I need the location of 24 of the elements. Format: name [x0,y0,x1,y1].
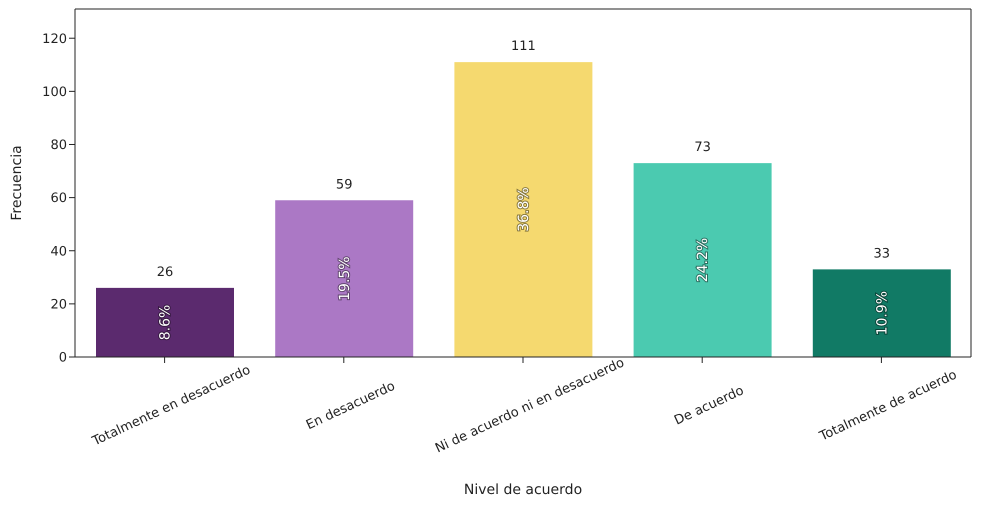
y-tick-label: 80 [50,138,67,154]
annotation: 19.5% [336,256,353,301]
x-axis-title: Nivel de acuerdo [464,482,582,498]
y-tick-label: 100 [42,84,67,100]
bar [454,62,592,357]
annotation: 24.2% [695,238,712,282]
data-label: 111 [510,39,536,54]
y-tick-label: 20 [50,297,67,312]
y-tick-label: 0 [58,350,67,366]
data-label: 26 [156,264,174,280]
bar [634,163,772,357]
y-tick-label: 120 [42,32,67,47]
bar [812,269,951,357]
y-tick-label: 60 [50,191,67,206]
annotation: 8.6% [158,304,174,340]
annotation: 10.9% [874,290,890,336]
bar [96,288,234,357]
data-label: 33 [874,246,890,262]
bar [275,200,414,357]
annotation: 36.8% [516,187,532,232]
data-label: 73 [694,140,711,156]
y-tick-label: 40 [50,244,67,260]
y-axis-title: Frecuencia [8,145,25,221]
data-label: 59 [336,177,352,192]
